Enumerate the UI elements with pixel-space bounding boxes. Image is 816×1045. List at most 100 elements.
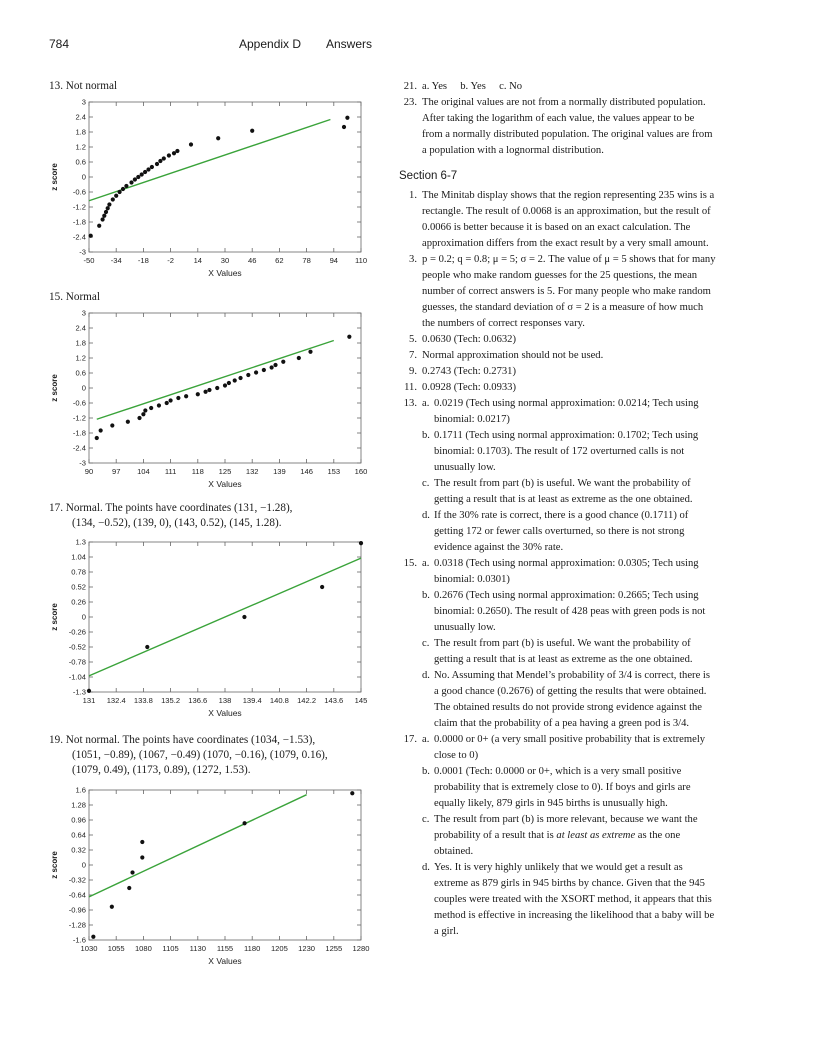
y-tick-label: 0.52 xyxy=(71,583,86,592)
data-point xyxy=(184,394,189,399)
s-answer-5: 5. 0.0630 (Tech: 0.0632) xyxy=(409,334,516,345)
data-point xyxy=(358,541,364,546)
data-point xyxy=(166,153,171,158)
y-tick-label: 1.3 xyxy=(75,538,86,547)
x-tick-label: 143.6 xyxy=(324,696,343,705)
data-point xyxy=(88,233,93,238)
y-tick-label: -3 xyxy=(79,459,86,468)
data-point xyxy=(117,189,122,195)
header-title: Answers xyxy=(326,37,373,51)
data-point xyxy=(102,213,107,218)
answer-21: 21. a. Yes b. Yes c. No xyxy=(403,81,523,92)
x-tick-label: 132.4 xyxy=(107,696,126,705)
s-answer-7-text: Normal approximation should not be used. xyxy=(422,350,604,361)
plot-frame xyxy=(88,101,362,253)
s-answer-11-text: 0.0928 (Tech: 0.0933) xyxy=(422,382,516,393)
answer-23-text: The original values are not from a norma… xyxy=(422,97,713,156)
y-tick-label: 3 xyxy=(82,309,86,318)
data-point xyxy=(216,136,221,141)
x-tick-label: 138 xyxy=(219,696,232,705)
x-tick-label: 1130 xyxy=(190,944,206,953)
x-tick-label: 125 xyxy=(219,467,232,476)
answer-15-label: 15. Normal xyxy=(49,291,100,303)
data-point xyxy=(91,934,96,939)
data-point xyxy=(146,167,151,172)
y-axis-label: z score xyxy=(50,603,59,631)
s-answer-13b-text: 0.1711 (Tech using normal approximation:… xyxy=(434,430,699,473)
x-axis-label: X Values xyxy=(208,268,241,278)
s-answer-15b-text: 0.2676 (Tech using normal approximation:… xyxy=(434,590,706,633)
x-tick-label: 94 xyxy=(330,256,338,265)
x-tick-label: 46 xyxy=(248,256,256,265)
y-tick-label: -2.4 xyxy=(73,233,86,242)
y-tick-label: 1.6 xyxy=(75,786,86,795)
s-answer-15c-text: The result from part (b) is useful. We w… xyxy=(434,638,693,665)
y-tick-label: 0.6 xyxy=(75,158,86,167)
data-point xyxy=(149,405,154,411)
s-answer-13d-text: If the 30% rate is correct, there is a g… xyxy=(434,510,689,553)
y-tick-label: 0.6 xyxy=(75,369,86,378)
data-point xyxy=(269,365,274,370)
data-point xyxy=(149,164,154,170)
data-point xyxy=(143,169,148,175)
y-tick-label: 1.8 xyxy=(75,128,86,137)
y-tick-label: -1.8 xyxy=(73,218,86,227)
data-point xyxy=(188,142,194,147)
data-point xyxy=(242,821,247,826)
data-point xyxy=(140,839,145,845)
x-tick-label: 1155 xyxy=(217,944,233,953)
y-tick-label: -0.26 xyxy=(69,628,86,637)
plot-13: -50 -34 -18 -2 14 30 46 62 78 94 110-3-2.4-1.8-1.2… xyxy=(50,98,367,278)
data-point xyxy=(140,855,145,860)
x-tick-label: 30 xyxy=(221,256,229,265)
y-tick-label: 1.8 xyxy=(75,339,86,348)
data-point xyxy=(175,148,180,154)
x-tick-label: 1230 xyxy=(298,944,315,953)
data-point xyxy=(130,870,135,875)
x-tick-label: 131 xyxy=(83,696,96,705)
y-tick-label: -0.64 xyxy=(69,891,86,900)
s-answer-9-text: 0.2743 (Tech: 0.2731) xyxy=(422,366,516,377)
y-tick-label: -1.3 xyxy=(73,688,86,697)
s-answer-3: 3. p = 0.2; q = 0.8; μ = 5; σ = 2. The va… xyxy=(409,254,716,329)
y-tick-label: 0.64 xyxy=(71,831,86,840)
x-tick-label: -34 xyxy=(111,256,122,265)
y-tick-label: -1.28 xyxy=(69,921,86,930)
data-point xyxy=(281,359,286,364)
y-tick-label: -1.8 xyxy=(73,429,86,438)
s-answer-13c-text: The result from part (b) is useful. We w… xyxy=(434,478,693,505)
y-tick-label: 1.2 xyxy=(75,143,86,152)
data-point xyxy=(124,183,129,189)
y-tick-label: 0.26 xyxy=(71,598,86,607)
y-tick-label: 3 xyxy=(82,98,86,107)
y-tick-label: -1.2 xyxy=(73,414,86,423)
y-axis-label: z score xyxy=(50,851,59,879)
x-tick-label: 135.2 xyxy=(161,696,180,705)
data-point xyxy=(350,791,355,796)
data-point xyxy=(168,398,173,403)
plot-19: 1030 1055 1080 1105 1130 1155 1180 1205 1230 1255… xyxy=(50,786,370,966)
x-tick-label: -50 xyxy=(84,256,95,265)
fit-line xyxy=(88,557,362,677)
y-tick-label: -0.32 xyxy=(69,876,86,885)
x-axis-label: X Values xyxy=(208,708,241,718)
x-tick-label: 1280 xyxy=(353,944,370,953)
answer-19-line2: (1051, −0.89), (1067, −0.49) (1070, −0.1… xyxy=(72,749,328,761)
plot-15: 90 97 104 111 118 125 132 139 146 153 160 -3 -2.4 -1.… xyxy=(50,309,367,489)
y-tick-label: -0.6 xyxy=(73,188,86,197)
y-tick-label: -1.6 xyxy=(73,936,86,945)
data-point xyxy=(129,180,134,185)
x-tick-label: 90 xyxy=(85,467,93,476)
x-tick-label: 1030 xyxy=(81,944,98,953)
s-answer-15a-text: 0.0318 (Tech using normal approximation:… xyxy=(434,558,699,585)
section-heading: Section 6-7 xyxy=(399,170,458,182)
y-tick-label: 0 xyxy=(82,384,86,393)
s-answer-13a-text: 0.0219 (Tech using normal approximation:… xyxy=(434,398,699,425)
answer-19-line1: 19. Not normal. The points have coordina… xyxy=(49,734,316,746)
y-tick-label: 0 xyxy=(82,173,86,182)
data-point xyxy=(110,197,115,202)
plot-frame xyxy=(88,789,362,941)
answer-13-label: 13. Not normal xyxy=(49,80,118,92)
y-axis-label: z score xyxy=(50,163,59,191)
data-point xyxy=(137,415,142,421)
